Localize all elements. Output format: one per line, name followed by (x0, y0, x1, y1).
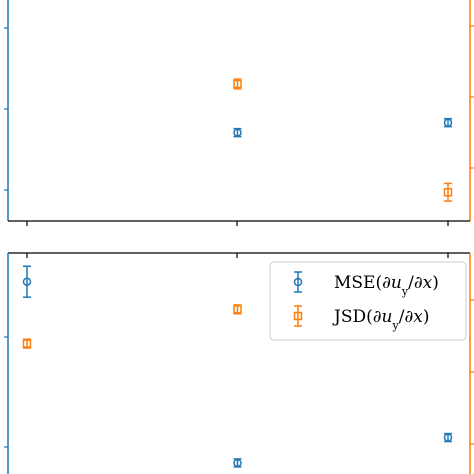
bottom-jsd-point-0-marker (22, 339, 32, 348)
legend-mse-marker (293, 277, 303, 287)
legend: MSE(∂uy/∂x) JSD(∂uy/∂x) (269, 261, 467, 341)
top-jsd-point-1-marker (443, 188, 453, 197)
top-mse-point-1 (443, 117, 453, 128)
legend-entry-mse: MSE(∂uy/∂x) (293, 271, 439, 298)
top-mse-point-0 (233, 127, 242, 138)
top-data-marks (233, 78, 453, 202)
bottom-mse-point-0-marker (22, 277, 32, 286)
legend-entry-jsd: JSD(∂uy/∂x) (293, 305, 429, 332)
legend-label-mse: MSE(∂uy/∂x) (334, 273, 439, 298)
legend-jsd-marker (293, 311, 303, 321)
bottom-mse-point-2 (443, 432, 453, 443)
bottom-mse-point-1 (233, 458, 242, 468)
legend-label-jsd: JSD(∂uy/∂x) (332, 307, 429, 332)
legend-mse (293, 271, 303, 293)
top-jsd-point-0-marker (233, 79, 242, 89)
bottom-mse-point-0 (22, 265, 32, 298)
top-jsd-point-0 (233, 78, 242, 90)
legend-frame (269, 261, 467, 341)
top-mse-point-0-marker (233, 128, 242, 137)
bottom-jsd-point-0 (22, 338, 32, 349)
bottom-jsd-point-1-marker (233, 305, 242, 314)
legend-mse-marker (293, 271, 303, 293)
bottom-data-marks (22, 265, 453, 468)
legend-jsd (293, 305, 303, 327)
top-mse-point-1-marker (443, 118, 453, 127)
bottom-panel: MSE(∂uy/∂x) JSD(∂uy/∂x) (4, 252, 474, 474)
bottom-mse-point-2-marker (443, 433, 453, 442)
bottom-jsd-point-1 (233, 304, 242, 315)
legend-jsd-marker (293, 305, 303, 327)
top-jsd-point-1 (443, 182, 453, 202)
top-panel (4, 0, 474, 226)
bottom-mse-point-1-marker (233, 458, 242, 468)
